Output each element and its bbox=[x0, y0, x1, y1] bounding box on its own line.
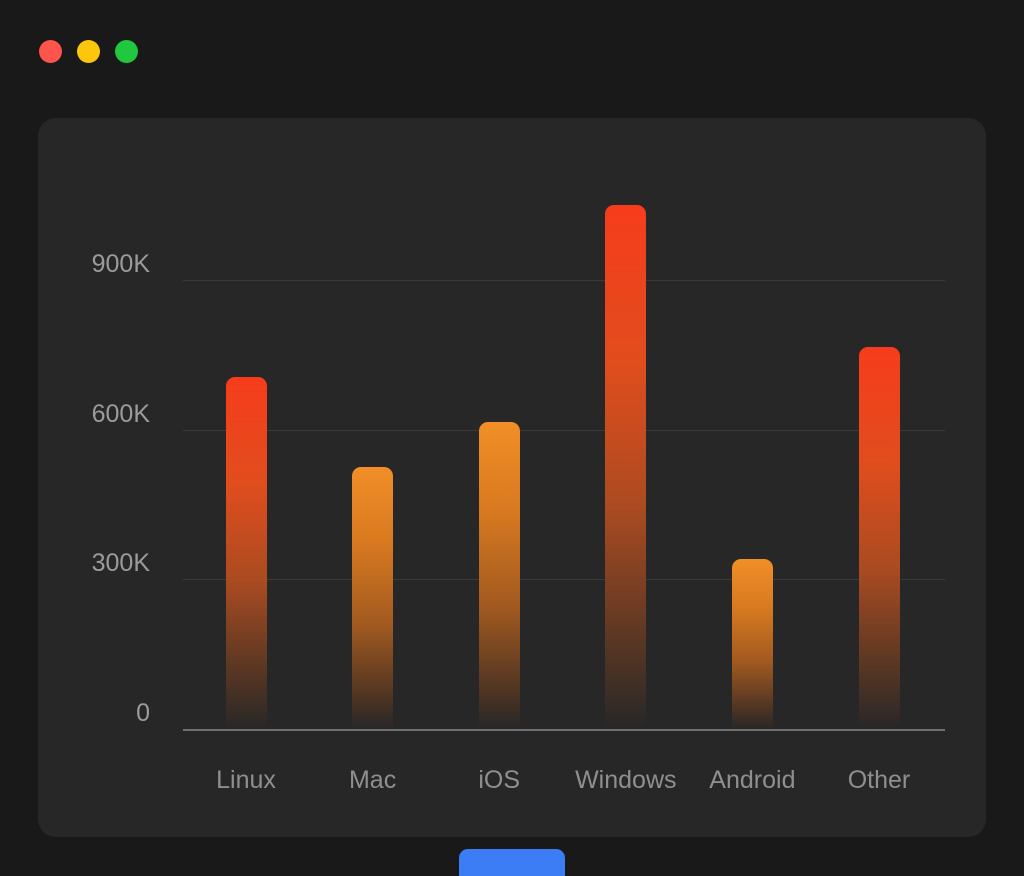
gridline bbox=[183, 280, 945, 281]
x-axis-category-label: Windows bbox=[575, 766, 677, 794]
blue-button[interactable] bbox=[459, 849, 565, 876]
traffic-light-minimize-button[interactable] bbox=[77, 40, 100, 63]
x-axis-category-label: Android bbox=[709, 766, 796, 794]
x-axis-category-label: Other bbox=[847, 766, 911, 794]
bar-chart: 0 300K 600K 900K Linux Mac iOS Windows Android Ot… bbox=[38, 118, 986, 837]
y-axis-tick-label: 900K bbox=[91, 250, 150, 278]
traffic-light-close-button[interactable] bbox=[39, 40, 62, 63]
y-axis-tick-label: 600K bbox=[91, 399, 150, 428]
bar-windows[interactable] bbox=[605, 205, 647, 729]
y-axis-tick-label: 0 bbox=[136, 699, 150, 727]
traffic-light-zoom-button[interactable] bbox=[115, 40, 138, 63]
bar-mac[interactable] bbox=[352, 467, 394, 729]
bar-ios[interactable] bbox=[478, 422, 520, 729]
chart-card: 0 300K 600K 900K Linux Mac iOS Windows Android Ot… bbox=[38, 118, 986, 837]
bar-other[interactable] bbox=[858, 347, 900, 729]
bar-linux[interactable] bbox=[225, 377, 267, 729]
gridline bbox=[183, 579, 945, 581]
x-axis-line bbox=[183, 729, 945, 731]
gridline bbox=[183, 429, 945, 431]
x-axis-category-label: Linux bbox=[216, 766, 276, 794]
y-axis-tick-label: 300K bbox=[91, 549, 150, 578]
x-axis-category-label: iOS bbox=[478, 766, 521, 794]
bar-android[interactable] bbox=[731, 559, 773, 729]
x-axis-category-label: Mac bbox=[348, 766, 397, 794]
